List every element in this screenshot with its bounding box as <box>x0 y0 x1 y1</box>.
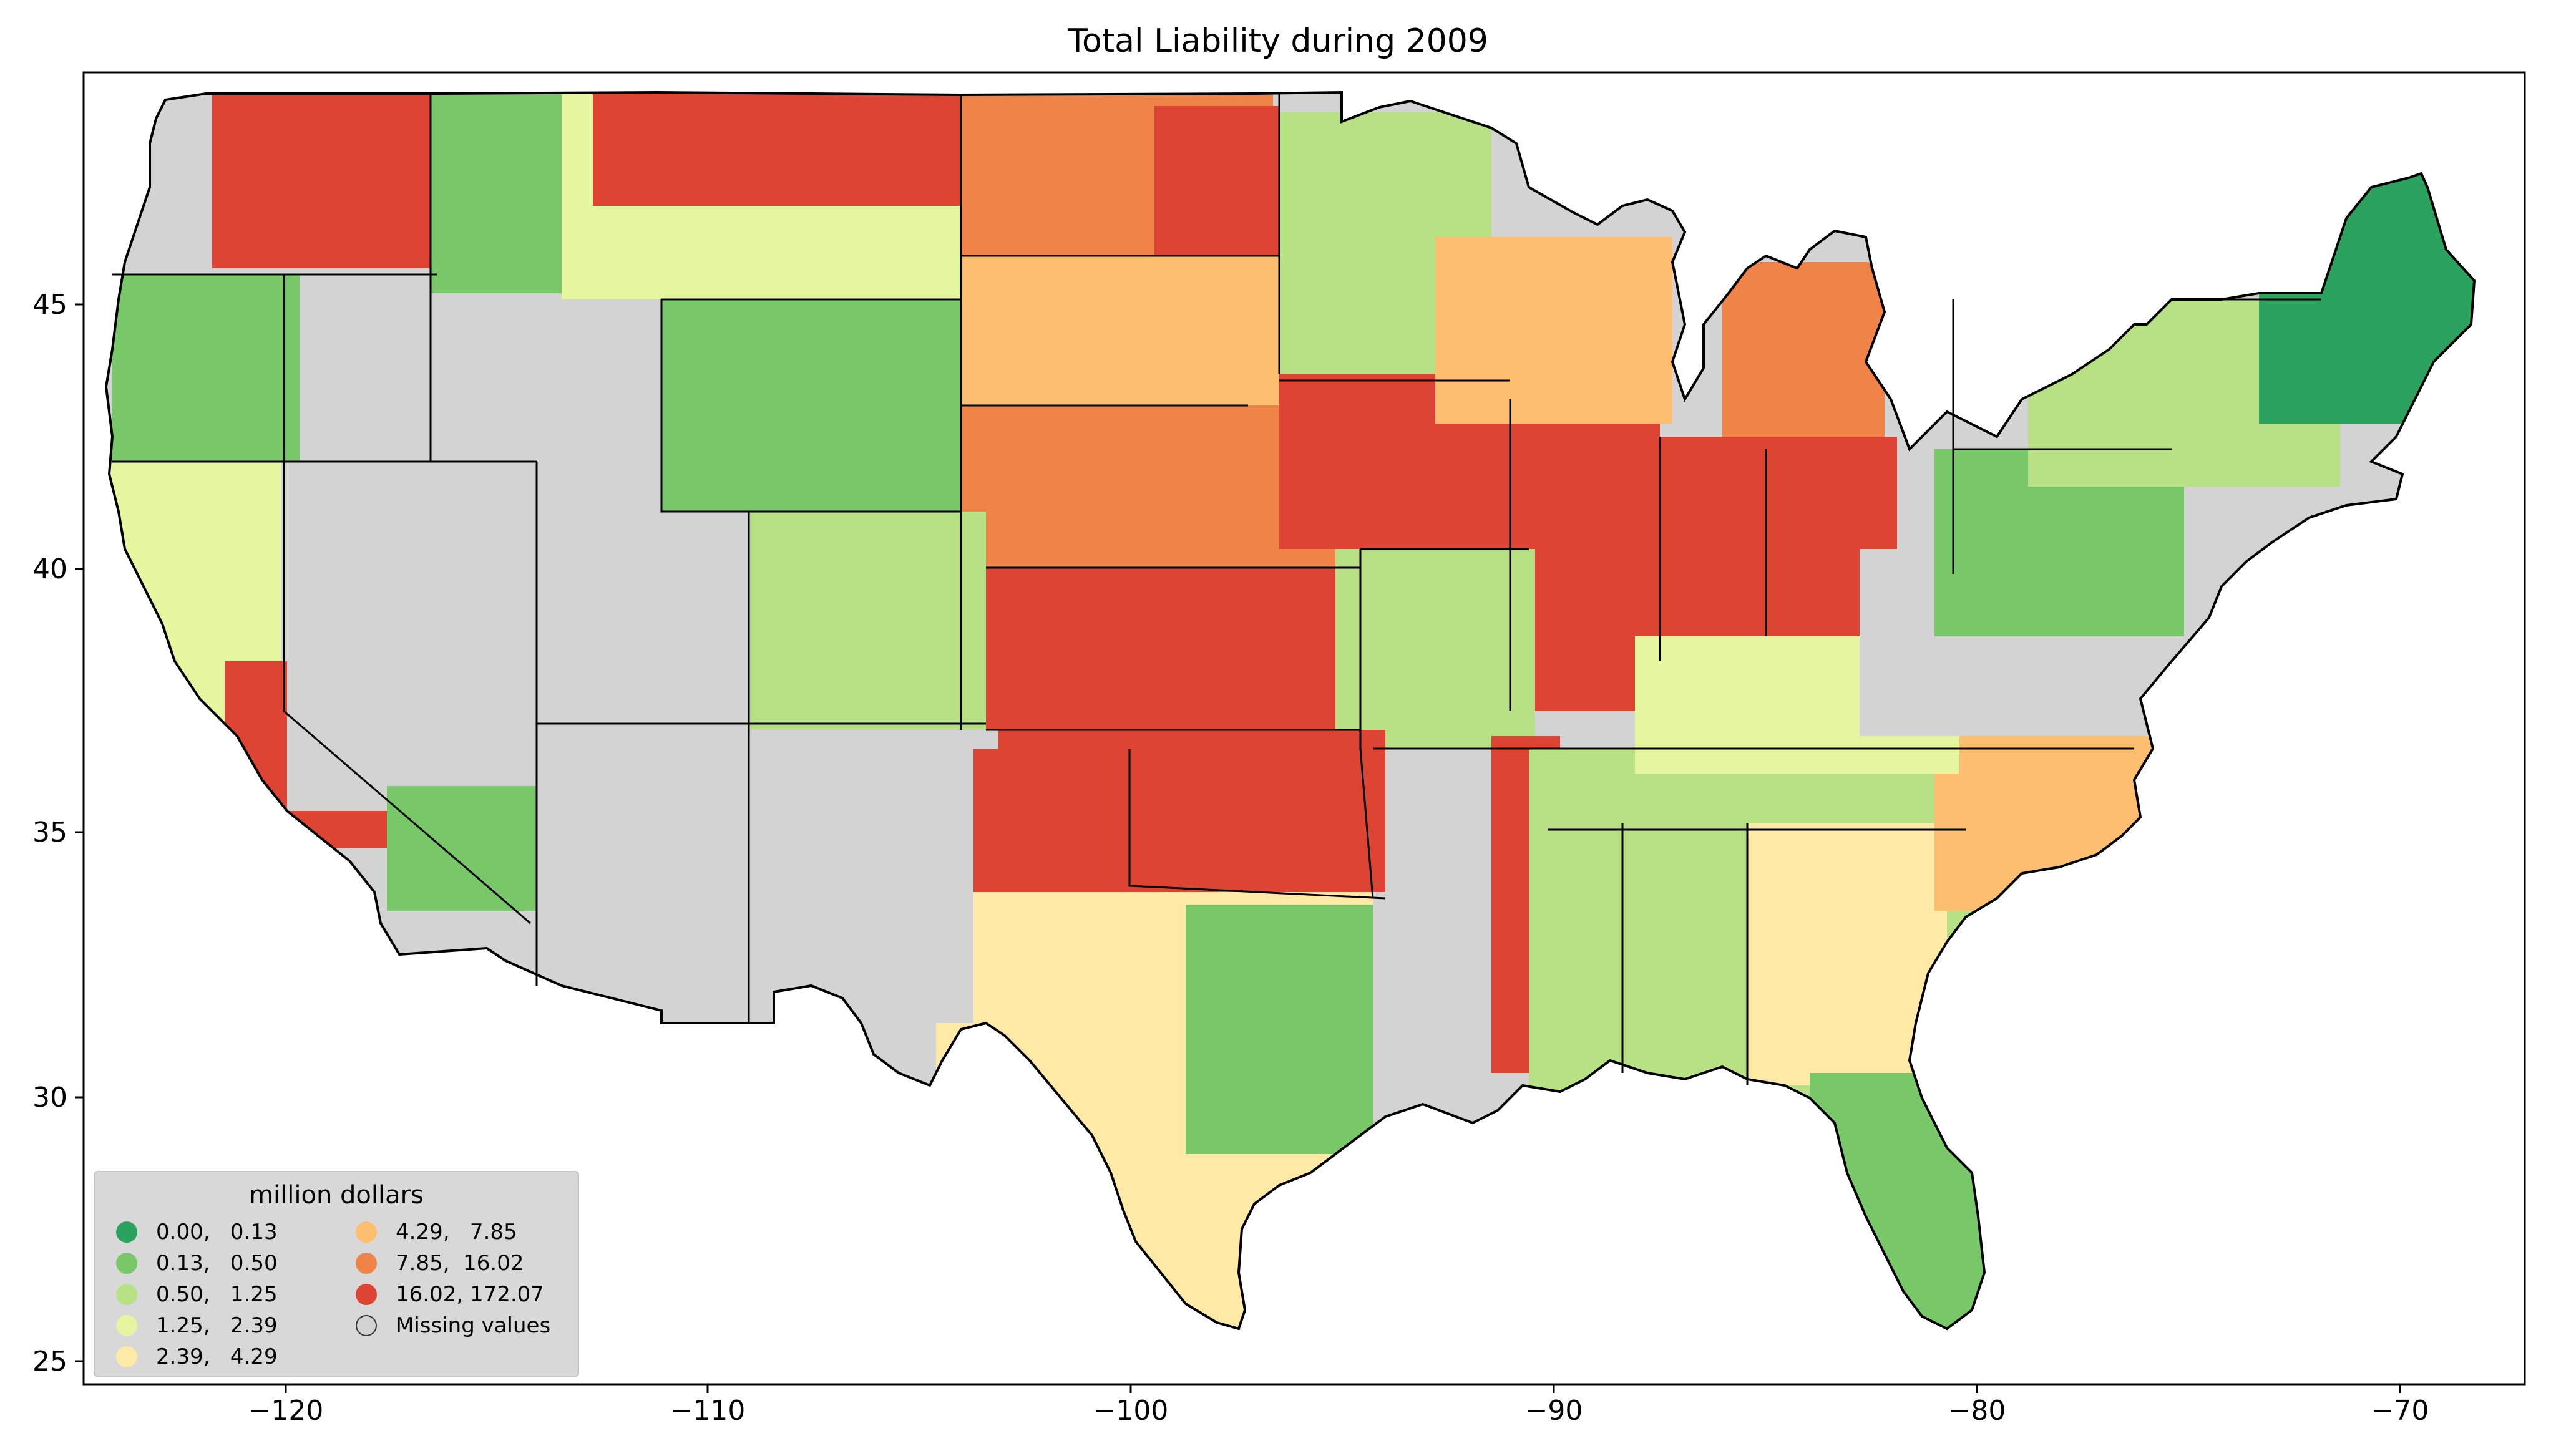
legend-item: 16.02, 172.07 <box>356 1279 544 1309</box>
legend-item: 2.39, 4.29 <box>116 1342 278 1372</box>
legend-swatch-missing <box>356 1315 377 1336</box>
region-south-dakota <box>961 256 1279 405</box>
map-title: Total Liability during 2009 <box>1068 22 1488 60</box>
y-tick-label: 45 <box>32 289 67 321</box>
x-tick-label: −110 <box>670 1395 746 1427</box>
region-indiana-ohio <box>1660 437 1897 636</box>
legend-swatch <box>356 1284 377 1305</box>
region-oregon <box>112 274 300 462</box>
y-axis: 45 40 35 30 25 <box>32 289 84 1377</box>
legend-label: 16.02, 172.07 <box>396 1282 544 1307</box>
legend-item: 0.50, 1.25 <box>116 1279 278 1309</box>
region-idaho-green <box>431 94 580 293</box>
legend-item: 0.13, 0.50 <box>116 1248 278 1278</box>
region-wyoming <box>661 299 961 518</box>
x-tick-label: −120 <box>248 1395 324 1427</box>
region-wisconsin <box>1435 237 1672 424</box>
region-texas-east <box>1186 905 1373 1154</box>
y-tick-label: 35 <box>32 817 67 848</box>
state-borders <box>112 94 2321 1085</box>
legend-label: 4.29, 7.85 <box>396 1220 517 1245</box>
legend: million dollars 0.00, 0.13 0.13, 0.50 0.… <box>94 1171 579 1377</box>
legend-label: 7.85, 16.02 <box>396 1251 524 1276</box>
legend-label: 1.25, 2.39 <box>156 1313 278 1338</box>
legend-title: million dollars <box>249 1181 424 1210</box>
county-regions <box>106 94 2474 1329</box>
legend-item: 1.25, 2.39 <box>116 1311 278 1341</box>
y-tick-label: 30 <box>32 1082 67 1114</box>
x-tick-label: −70 <box>2371 1395 2429 1427</box>
region-nd-red <box>1154 106 1279 281</box>
legend-item: 4.29, 7.85 <box>356 1217 517 1247</box>
legend-label: 0.50, 1.25 <box>156 1282 278 1307</box>
legend-swatch <box>356 1221 377 1243</box>
region-socal <box>387 786 537 911</box>
legend-swatch <box>116 1221 137 1243</box>
x-axis: −120 −110 −100 −90 −80 −70 <box>248 1384 2429 1427</box>
region-kansas <box>986 568 1373 730</box>
x-tick-label: −90 <box>1525 1395 1583 1427</box>
x-tick-label: −80 <box>1948 1395 2006 1427</box>
legend-swatch <box>116 1284 137 1305</box>
legend-swatch <box>116 1346 137 1367</box>
region-nebraska <box>961 405 1335 574</box>
legend-label: 0.13, 0.50 <box>156 1251 278 1276</box>
legend-swatch <box>356 1253 377 1274</box>
legend-label: 0.00, 0.13 <box>156 1220 278 1245</box>
region-nevada <box>287 462 537 811</box>
region-colorado-east <box>749 512 986 730</box>
region-montana-red <box>593 94 961 206</box>
region-michigan <box>1722 262 1885 437</box>
y-tick-label: 25 <box>32 1346 67 1377</box>
y-tick-label: 40 <box>32 553 67 585</box>
legend-item: 0.00, 0.13 <box>116 1217 278 1247</box>
legend-item: 7.85, 16.02 <box>356 1248 524 1278</box>
x-tick-label: −100 <box>1093 1395 1169 1427</box>
region-arizona-nm <box>537 724 973 1023</box>
legend-label: Missing values <box>396 1313 551 1338</box>
axis-ticks: −120 −110 −100 −90 −80 −70 45 40 35 30 2… <box>32 289 2429 1427</box>
legend-item: Missing values <box>356 1311 550 1341</box>
legend-swatch <box>116 1253 137 1274</box>
legend-label: 2.39, 4.29 <box>156 1344 278 1369</box>
region-missouri <box>1335 549 1535 749</box>
region-montana-north <box>206 94 431 268</box>
legend-swatch <box>116 1315 137 1336</box>
